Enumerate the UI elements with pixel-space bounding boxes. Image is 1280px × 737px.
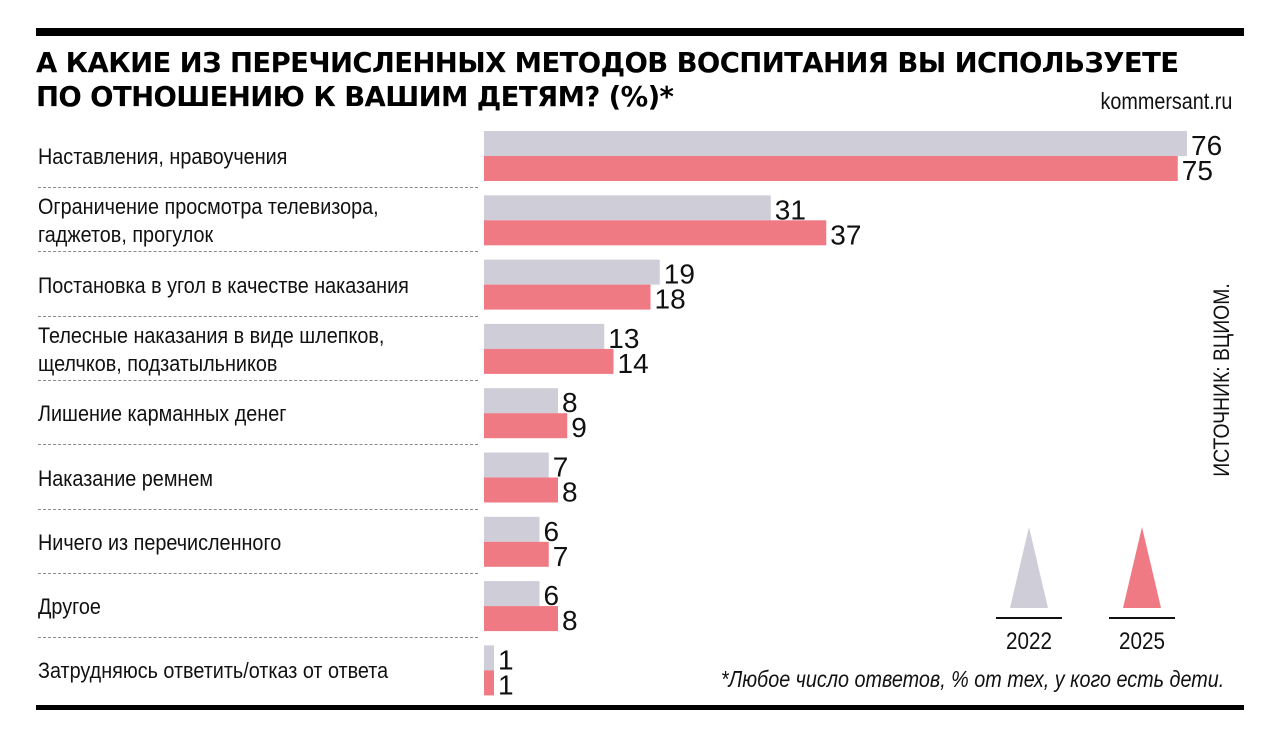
category-label: Наказание ремнем [38,465,213,493]
bar-2022 [484,131,1187,156]
row-separator [38,187,478,188]
category-label-line: гаджетов, прогулок [38,222,214,248]
data-label-2022: 76 [1191,130,1222,161]
category-label: Телесные наказания в виде шлепков, щелчко… [38,322,384,378]
category-label: Постановка в угол в качестве наказания [38,272,409,300]
category-label: Ничего из перечисленного [38,529,281,557]
bar-2022 [484,323,605,349]
data-label-2025: 8 [562,605,578,636]
bar-2025 [484,413,568,439]
data-label-2022: 8 [562,387,578,418]
bar-2022 [484,195,771,221]
legend-label-2022: 2022 [1006,628,1052,655]
row-separator [38,379,478,381]
data-label-2022: 6 [544,580,560,611]
legend-underline [996,617,1062,619]
row-separator [38,315,478,317]
data-label-2022: 13 [608,323,639,354]
data-label-2025: 8 [562,477,578,508]
data-label-2025: 75 [1182,155,1213,186]
legend-label-2025: 2025 [1119,628,1165,655]
legend-swatch-2022 [1010,527,1048,608]
category-label-line: Ограничение просмотра телевизора, [38,194,379,220]
source-text: ИСТОЧНИК: ВЦИОМ. [1209,283,1234,477]
bar-2022 [484,516,540,542]
bar-2025 [484,156,1178,181]
row-separator [38,444,478,446]
bar-2025 [484,606,558,632]
data-label-2025: 7 [553,541,569,572]
chart-title: А КАКИЕ ИЗ ПЕРЕЧИСЛЕННЫХ МЕТОДОВ ВОСПИТА… [36,46,1246,114]
category-label: Другое [38,593,101,621]
data-label-2025: 18 [655,284,686,315]
chart-title-line-2: ПО ОТНОШЕНИЮ К ВАШИМ ДЕТЯМ? (%)* [36,81,674,113]
legend-swatch-2025 [1123,527,1161,608]
category-label-line: Затрудняюсь ответить/отказ от ответа [38,658,389,684]
bar-2025 [484,220,827,246]
category-label-line: Ничего из перечисленного [38,529,282,555]
data-label-2022: 6 [544,516,560,547]
bar-2025 [484,348,614,374]
bar-2025 [484,477,558,503]
bar-2025 [484,284,651,310]
data-label-2025: 14 [618,348,649,379]
data-label-2022: 31 [775,194,806,225]
site-credit: kommersant.ru [1100,88,1232,114]
category-label: Затрудняюсь ответить/отказ от ответа [38,657,388,685]
bar-2022 [484,388,558,414]
data-label-2022: 7 [553,452,569,483]
bar-2022 [484,259,660,285]
category-label: Наставления, нравоучения [38,143,287,171]
legend-underline [1109,617,1175,619]
bar-2025 [484,670,494,696]
data-label-2022: 1 [498,644,514,675]
top-rule [36,28,1244,36]
category-label-line: Другое [38,594,101,620]
category-label: Ограничение просмотра телевизора, гаджето… [38,193,379,249]
category-label-line: Наставления, нравоучения [38,144,288,169]
bar-2022 [484,452,549,478]
row-separator [38,508,478,510]
bar-2025 [484,541,549,567]
data-label-2025: 37 [830,219,861,250]
data-label-2025: 9 [571,412,587,443]
bar-2022 [484,645,494,671]
category-label: Лишение карманных денег [38,400,286,428]
data-label-2022: 19 [664,259,695,290]
bottom-rule [36,705,1244,710]
chart-title-line-1: А КАКИЕ ИЗ ПЕРЕЧИСЛЕННЫХ МЕТОДОВ ВОСПИТА… [36,47,1179,79]
data-label-2025: 1 [498,669,514,700]
category-label-line: Лишение карманных денег [38,401,287,427]
bar-2022 [484,581,540,607]
category-label-line: Телесные наказания в виде шлепков, [38,322,385,348]
footnote: *Любое число ответов, % от тех, у кого е… [720,666,1224,692]
row-separator [38,572,478,574]
category-label-line: Постановка в угол в качестве наказания [38,272,409,298]
category-label-line: Наказание ремнем [38,465,213,491]
row-separator [38,251,478,253]
row-separator [38,637,478,639]
category-label-line: щелчков, подзатыльников [38,350,278,376]
